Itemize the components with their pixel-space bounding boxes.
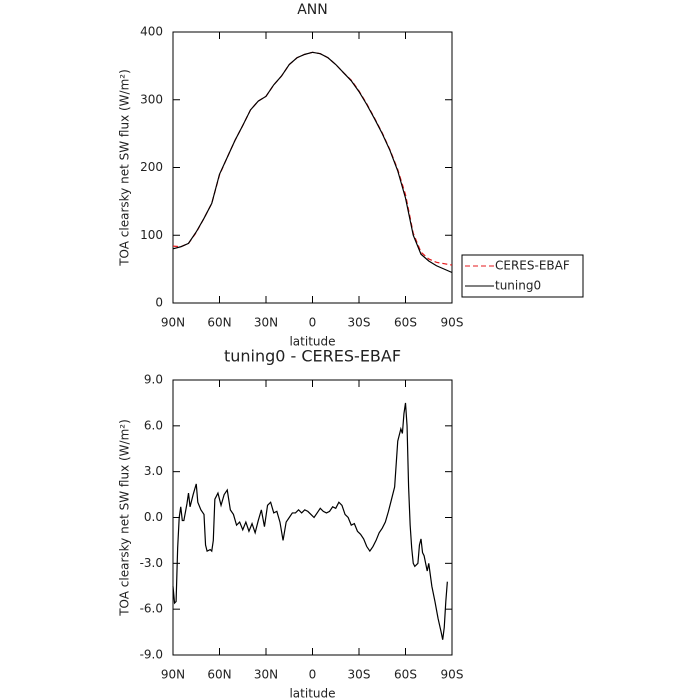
legend-label: CERES-EBAF bbox=[495, 259, 570, 273]
x-tick-label: 30N bbox=[254, 316, 278, 330]
x-tick-label: 60S bbox=[394, 668, 417, 682]
x-tick-label: 0 bbox=[309, 668, 317, 682]
legend-box bbox=[461, 254, 584, 298]
data-line bbox=[172, 402, 448, 640]
y-tick-label: 300 bbox=[140, 92, 163, 106]
x-tick-label: 90N bbox=[161, 316, 185, 330]
x-tick-label: 90S bbox=[441, 316, 464, 330]
y-tick-label: -9.0 bbox=[140, 648, 163, 662]
y-tick-label: 9.0 bbox=[144, 373, 163, 387]
x-tick-label: 60S bbox=[394, 316, 417, 330]
y-axis-label: TOA clearsky net SW flux (W/m²) bbox=[118, 69, 132, 267]
x-tick-label: 90S bbox=[441, 668, 464, 682]
x-tick-label: 90N bbox=[161, 668, 185, 682]
y-axis-label: TOA clearsky net SW flux (W/m²) bbox=[118, 419, 132, 617]
y-tick-label: 100 bbox=[140, 228, 163, 242]
x-tick-label: 0 bbox=[309, 316, 317, 330]
y-tick-label: 0.0 bbox=[144, 510, 163, 524]
y-tick-label: 400 bbox=[140, 25, 163, 39]
chart-title: ANN bbox=[297, 2, 328, 18]
x-axis-label: latitude bbox=[289, 335, 335, 349]
plot-frame bbox=[172, 31, 453, 304]
x-tick-label: 60N bbox=[207, 668, 231, 682]
data-line bbox=[172, 51, 453, 266]
y-tick-label: -6.0 bbox=[140, 602, 163, 616]
chart-title: tuning0 - CERES-EBAF bbox=[224, 347, 401, 366]
x-tick-label: 60N bbox=[207, 316, 231, 330]
y-tick-label: 200 bbox=[140, 160, 163, 174]
legend-label: tuning0 bbox=[495, 279, 541, 293]
x-tick-label: 30S bbox=[348, 668, 371, 682]
y-tick-label: 0 bbox=[155, 296, 163, 310]
y-tick-label: -3.0 bbox=[140, 556, 163, 570]
data-line bbox=[172, 51, 453, 274]
x-tick-label: 30N bbox=[254, 668, 278, 682]
y-tick-label: 3.0 bbox=[144, 464, 163, 478]
x-tick-label: 30S bbox=[348, 316, 371, 330]
y-tick-label: 6.0 bbox=[144, 418, 163, 432]
x-axis-label: latitude bbox=[289, 687, 335, 700]
